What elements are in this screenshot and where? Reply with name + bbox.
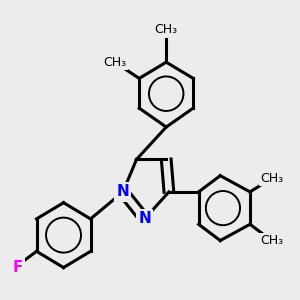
Text: CH₃: CH₃: [103, 56, 126, 69]
Text: N: N: [138, 212, 151, 226]
Text: N: N: [117, 184, 129, 200]
Text: F: F: [12, 260, 23, 275]
Text: CH₃: CH₃: [260, 172, 283, 185]
Text: CH₃: CH₃: [154, 23, 178, 36]
Text: F: F: [10, 260, 20, 275]
Text: CH₃: CH₃: [260, 234, 283, 247]
